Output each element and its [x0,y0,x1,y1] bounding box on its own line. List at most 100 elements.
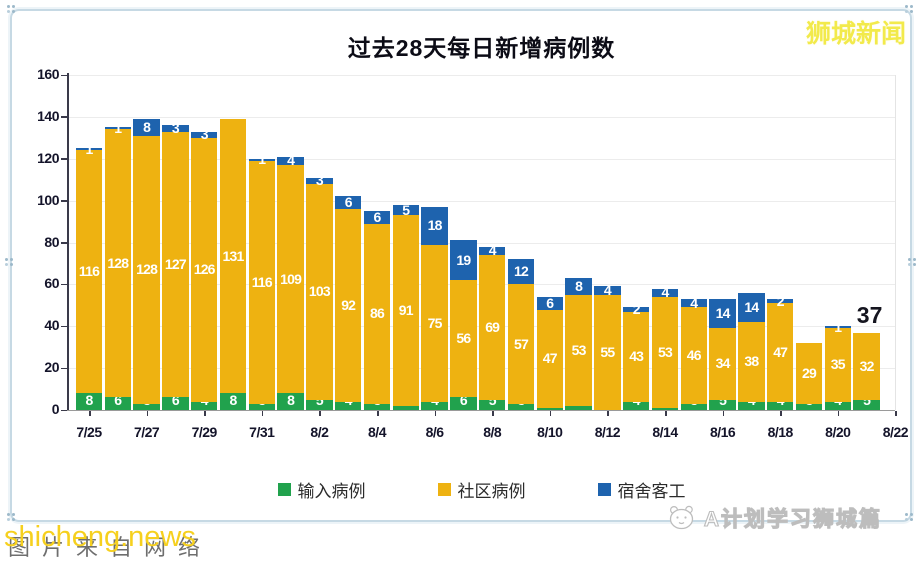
bar-value-label: 53 [658,343,673,360]
bar-segment-宿舍客工 [450,240,477,281]
bar-value-label: 6 [344,194,353,211]
bar-value-label: 6 [546,294,554,311]
chart-title: 过去28天每日新增病例数 [347,35,616,61]
x-tick-label: 8/8 [483,424,502,440]
bar-segment-输入病例 [795,403,823,410]
bar-segment-社区病例 [190,137,218,402]
bar-value-label: 38 [744,353,759,370]
y-tick-label: 160 [37,66,59,82]
bar-segment-社区病例 [709,328,736,400]
y-tick-label: 140 [37,107,59,124]
bar-value-label: 128 [107,254,129,271]
bar-segment-宿舍客工 [277,156,304,166]
bar-value-label: 3 [315,172,324,189]
x-tick-label: 8/20 [825,424,851,440]
bar-segment-输入病例 [219,393,247,410]
y-tick [61,116,68,118]
bar-value-label: 56 [456,330,471,347]
bar-segment-输入病例 [334,401,362,410]
bar-value-label: 1 [834,318,842,335]
bar-segment-输入病例 [651,407,679,410]
bar-segment-社区病例 [306,183,333,400]
bar-value-label: 35 [830,356,846,373]
resize-handle-bottom-right[interactable] [905,513,908,516]
y-tick-label: 40 [44,317,59,334]
bar-segment-宿舍客工 [766,299,794,304]
bar-value-label: 1 [258,151,266,168]
bar-segment-输入病例 [565,405,592,410]
legend-item-imported: 输入病例 [277,477,366,502]
author-watermark: A计划学习狮城篇 [668,503,882,533]
bar-segment-宿舍客工 [75,148,103,151]
resize-handle-bottom-left[interactable] [7,513,10,516]
legend-label-community: 社区病例 [457,482,526,501]
bar-segment-输入病例 [190,401,218,410]
resize-handle-left[interactable] [5,258,8,261]
bar-value-label: 75 [427,314,443,331]
x-tick-label: 7/27 [133,424,160,440]
bar-value-label: 18 [427,217,443,234]
y-tick [61,200,68,202]
x-tick [549,411,552,416]
x-tick-label: 8/2 [310,424,329,440]
x-tick [780,411,782,416]
bar-value-label: 5 [719,392,727,408]
bar-segment-宿舍客工 [594,286,621,295]
bar-segment-宿舍客工 [738,292,765,323]
x-tick [837,411,840,416]
bar-segment-社区病例 [766,303,794,402]
bar-value-label: 126 [193,261,216,278]
y-tick [61,158,68,160]
bar-segment-社区病例 [363,223,391,404]
y-tick [61,409,68,411]
bar-segment-社区病例 [450,280,477,398]
bar-segment-社区病例 [795,343,823,404]
legend-item-dormitory: 宿舍客工 [597,477,686,502]
bar-value-label: 103 [308,283,331,300]
y-gridline [68,116,895,118]
bar-segment-社区病例 [162,131,189,398]
bar-segment-输入病例 [507,403,535,410]
bar-segment-输入病例 [133,403,160,410]
bar-value-label: 4 [661,284,670,301]
x-tick [377,411,379,416]
bar-value-label: 128 [136,261,158,278]
resize-handle-top-left[interactable] [7,5,10,8]
bar-value-label: 55 [600,343,615,360]
cat-icon [669,505,693,530]
y-axis-line [67,73,69,410]
legend-label-dormitory: 宿舍客工 [617,482,686,501]
y-tick [61,325,68,328]
bar-value-label: 43 [629,348,644,365]
y-tick-label: 100 [37,191,59,208]
x-tick-label: 8/4 [368,424,386,440]
bar-value-label: 2 [776,292,785,309]
y-tick-label: 20 [44,359,59,376]
bar-value-label: 3 [171,119,180,136]
resize-handle-right[interactable] [908,258,911,261]
bar-segment-宿舍客工 [622,307,650,312]
bar-segment-宿舍客工 [536,296,564,310]
bar-segment-输入病例 [536,407,564,410]
x-tick [665,411,667,416]
bar-segment-社区病例 [507,284,535,404]
bar-value-label: 5 [402,201,410,218]
resize-handle-top-right[interactable] [905,5,908,8]
x-tick [89,411,91,416]
y-tick-label: 0 [51,401,60,417]
y-tick [61,367,68,370]
legend-swatch-imported [277,483,291,496]
bar-segment-社区病例 [651,296,679,408]
bar-segment-社区病例 [75,150,103,394]
bar-segment-社区病例 [219,118,247,394]
bar-value-label: 86 [370,305,385,322]
y-gridline [68,242,895,244]
bar-segment-宿舍客工 [507,259,535,285]
bar-value-label: 14 [744,298,759,315]
bar-segment-社区病例 [133,135,160,404]
bar-value-label: 92 [341,296,356,313]
bar-segment-宿舍客工 [680,299,708,308]
bar-value-label: 47 [773,343,788,360]
bar-value-label: 4 [488,242,497,259]
x-tick-label: 8/22 [882,424,909,440]
